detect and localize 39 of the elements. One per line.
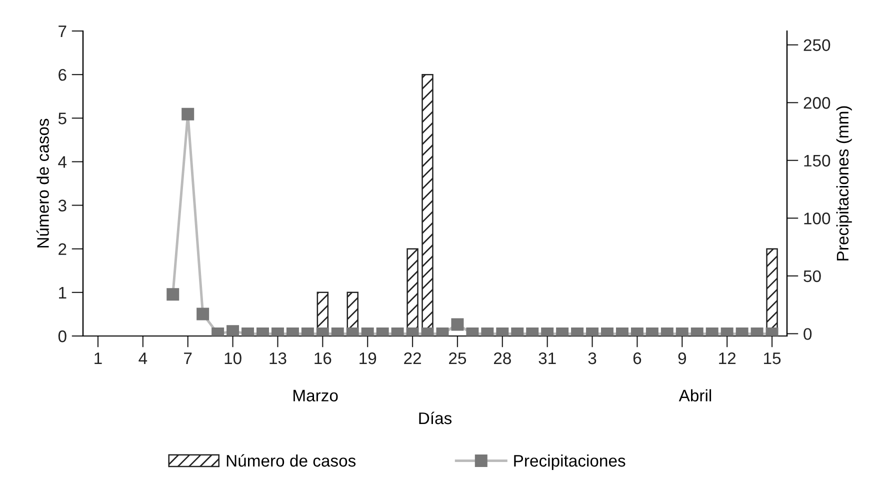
x-tick-label: 6 <box>633 352 642 364</box>
text: Abril <box>678 389 712 402</box>
legend-label: Número de casos <box>226 454 356 467</box>
y-tick-label: 3 <box>58 200 66 212</box>
x-tick-label: 25 <box>449 352 466 364</box>
point <box>182 108 194 120</box>
y2-tick-label: 200 <box>804 97 830 109</box>
y-tick-label: 2 <box>58 243 66 255</box>
point <box>226 325 240 336</box>
y2-axis-title: Precipitaciones (mm) <box>836 106 852 260</box>
y-tick-label: 1 <box>59 287 66 298</box>
y2-tick-label: 50 <box>804 270 821 282</box>
y-tick-label: 4 <box>58 156 67 168</box>
y-tick-label: 5 <box>58 112 66 124</box>
x-tick-label: 13 <box>270 352 286 364</box>
y2-tick-label: 150 <box>804 154 830 167</box>
x-tick-label: 28 <box>494 352 511 364</box>
x-tick-label: 9 <box>678 352 686 364</box>
y-tick-label: 6 <box>58 68 66 81</box>
legend-label: Precipitaciones <box>514 454 626 470</box>
x-tick-label: 22 <box>404 352 421 364</box>
y-axis-title: Número de casos <box>36 118 49 248</box>
x-tick-label: 3 <box>588 352 596 364</box>
x-tick-label: 19 <box>360 352 376 364</box>
y-tick-label: 7 <box>58 26 66 38</box>
y2-tick-label: 100 <box>804 212 830 224</box>
x-tick-label: 4 <box>138 352 148 364</box>
x-tick-label: 12 <box>719 352 736 364</box>
x-tick-label: 16 <box>314 352 332 364</box>
x-axis-title: Días <box>419 412 452 424</box>
y-tick-label: 0 <box>58 330 66 342</box>
x-tick-label: 15 <box>764 352 781 364</box>
x-tick-label: 10 <box>224 352 242 364</box>
y2-tick-label: 250 <box>804 39 830 52</box>
text: Marzo <box>294 390 338 402</box>
x-tick-label: 31 <box>538 352 556 364</box>
x-tick-label: 7 <box>184 352 192 364</box>
x-tick-label: 1 <box>94 352 102 364</box>
y2-tick-label: 0 <box>804 328 812 340</box>
